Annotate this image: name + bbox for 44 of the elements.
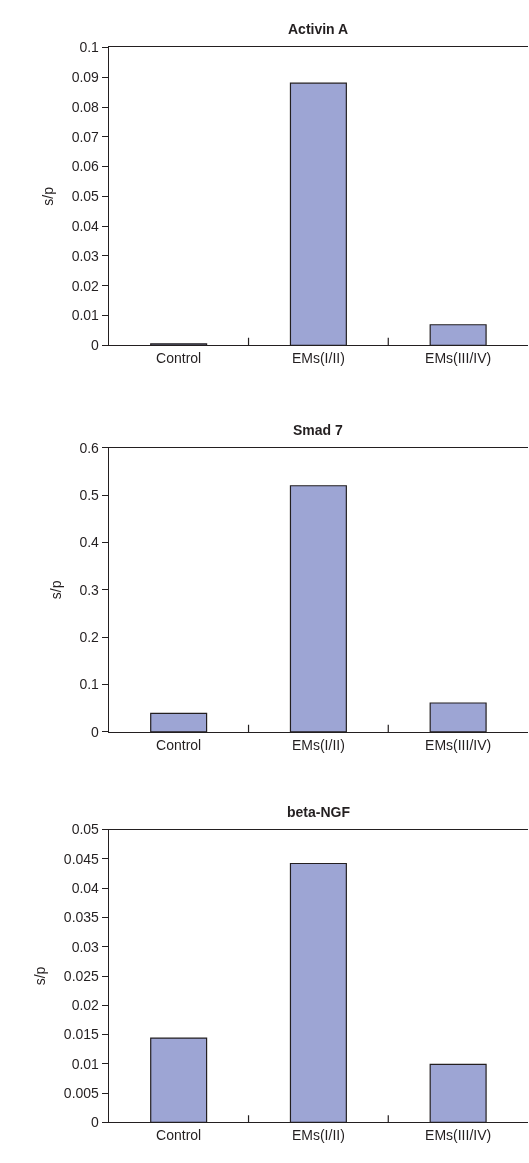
y-tick-label: 0.03 bbox=[71, 247, 100, 264]
y-tick-label: 0.02 bbox=[71, 277, 100, 294]
y-tick-label: 0.1 bbox=[79, 39, 100, 56]
y-tick-label: 0 bbox=[91, 723, 100, 740]
y-tick-label: 0.2 bbox=[79, 629, 100, 646]
y-tick-label: 0.05 bbox=[71, 188, 100, 205]
y-tick-label: 0.4 bbox=[79, 534, 100, 551]
y-tick-label: 0.5 bbox=[79, 487, 100, 504]
x-tick-label: Control bbox=[156, 350, 202, 367]
y-tick-label: 0.06 bbox=[71, 158, 100, 175]
y-axis-title: s/p bbox=[40, 186, 57, 206]
x-tick-label: EMs(I/II) bbox=[291, 350, 345, 367]
y-tick-label: 0.015 bbox=[63, 1026, 100, 1043]
y-tick-label: 0.01 bbox=[71, 1055, 100, 1072]
y-tick-label: 0.3 bbox=[79, 581, 100, 598]
y-axis-title: s/p bbox=[32, 966, 49, 986]
y-tick-label: 0.6 bbox=[79, 439, 100, 456]
y-tick-label: 0.01 bbox=[71, 307, 100, 324]
chart-title: beta-NGF bbox=[287, 804, 351, 820]
y-tick-label: 0.07 bbox=[71, 128, 100, 145]
x-tick-label: Control bbox=[156, 736, 202, 753]
y-tick-label: 0 bbox=[91, 1114, 100, 1131]
x-tick-label: Control bbox=[156, 1127, 202, 1144]
x-tick-label: EMs(III/IV) bbox=[425, 1127, 492, 1144]
y-tick-label: 0 bbox=[91, 337, 100, 354]
chart-title: Smad 7 bbox=[293, 422, 344, 438]
y-tick-label: 0.02 bbox=[71, 997, 100, 1014]
y-axis-title: s/p bbox=[48, 580, 65, 600]
y-tick-label: 0.03 bbox=[71, 938, 100, 955]
y-tick-label: 0.035 bbox=[63, 909, 100, 926]
x-tick-label: EMs(I/II) bbox=[291, 1127, 345, 1144]
y-tick-label: 0.09 bbox=[71, 69, 100, 86]
x-tick-label: EMs(I/II) bbox=[291, 736, 345, 753]
y-tick-label: 0.025 bbox=[63, 967, 100, 984]
y-tick-label: 0.04 bbox=[71, 880, 100, 897]
y-tick-label: 0.08 bbox=[71, 98, 100, 115]
y-tick-label: 0.005 bbox=[63, 1085, 100, 1102]
y-tick-label: 0.045 bbox=[63, 850, 100, 867]
y-tick-label: 0.1 bbox=[79, 676, 100, 693]
chart-title: Activin A bbox=[288, 21, 349, 37]
x-tick-label: EMs(III/IV) bbox=[425, 736, 492, 753]
y-tick-label: 0.04 bbox=[71, 218, 100, 235]
y-tick-label: 0.05 bbox=[71, 821, 100, 838]
x-tick-label: EMs(III/IV) bbox=[425, 350, 492, 367]
